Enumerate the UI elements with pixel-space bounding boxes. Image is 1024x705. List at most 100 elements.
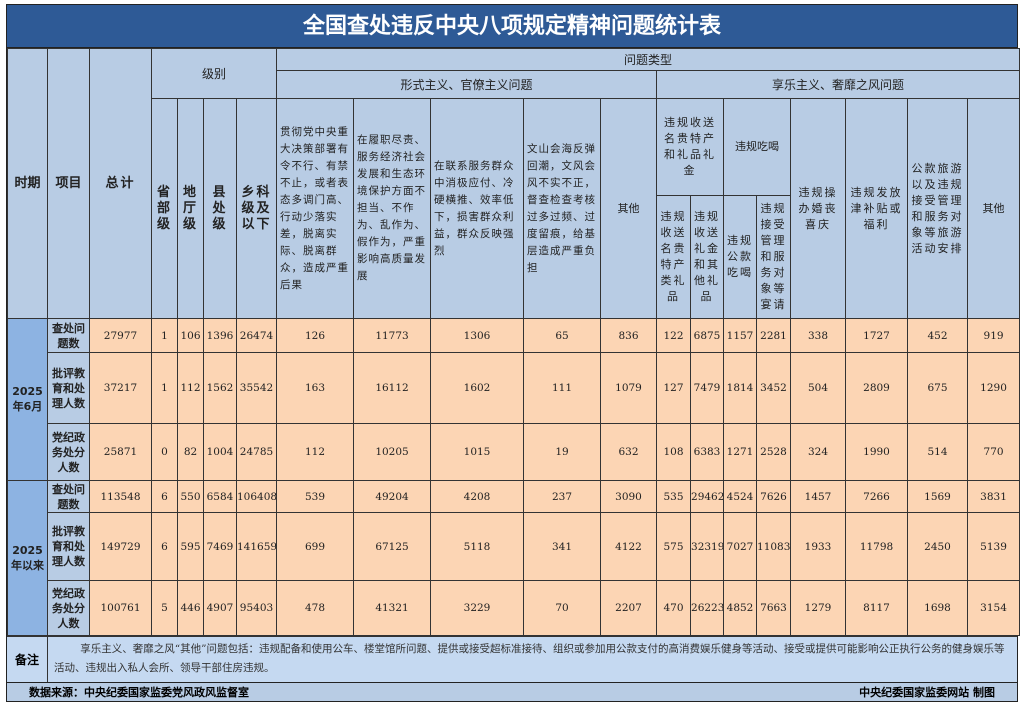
item-cell: 党纪政务处分人数: [47, 580, 90, 636]
value-cell: 3452: [756, 352, 792, 424]
value-cell: 7027: [723, 512, 758, 581]
value-cell: 2450: [907, 512, 969, 581]
value-cell: 4524: [723, 480, 758, 513]
value-cell: 10205: [353, 423, 432, 481]
note-row: 备注 享乐主义、奢靡之风“其他”问题包括：违规配备和使用公车、楼堂馆所问题、提供…: [7, 636, 1017, 682]
value-cell: 1157: [723, 318, 758, 353]
value-cell: 1079: [600, 352, 658, 424]
value-cell: 836: [600, 318, 658, 353]
value-cell: 514: [907, 423, 969, 481]
header-formalism-col-3: 在联系服务群众中消极应付、冷硬横推、效率低下，损害群众利益，群众反映强烈: [430, 98, 525, 319]
header-level-county: 县处级: [203, 98, 237, 319]
header-formalism-col-1: 贯彻党中央重大决策部署有令不行、有禁不止，或者表态多调门高、行动少落实差，脱离实…: [276, 98, 355, 319]
value-cell: 1290: [967, 352, 1021, 424]
header-formalism: 形式主义、官僚主义问题: [276, 70, 658, 99]
value-cell: 106408: [235, 480, 278, 513]
header-level-bureau: 地厅级: [177, 98, 204, 319]
value-cell: 632: [600, 423, 658, 481]
value-cell: 535: [656, 480, 692, 513]
header-level-province: 省部级: [151, 98, 178, 319]
value-cell: 550: [177, 480, 204, 513]
value-cell: 595: [177, 512, 204, 581]
header-dining-public-funds: 违规公款吃喝: [723, 195, 758, 319]
value-cell: 141659: [235, 512, 278, 581]
value-cell: 7266: [845, 480, 909, 513]
value-cell: 3831: [967, 480, 1021, 513]
value-cell: 1306: [430, 318, 525, 353]
value-cell: 108: [656, 423, 692, 481]
header-total: 总计: [89, 48, 152, 319]
value-cell: 126: [276, 318, 355, 353]
stats-table: 时期 项目 总计 级别 问题类型 形式主义、官僚主义问题 享乐主义、奢靡之风问题…: [7, 48, 1021, 636]
value-cell: 1457: [790, 480, 847, 513]
value-cell: 25871: [89, 423, 152, 481]
value-cell: 112: [276, 423, 355, 481]
value-cell: 7626: [756, 480, 792, 513]
header-dining-banquets: 违规接受管理和服务对象等宴请: [756, 195, 792, 319]
table-row: 2025年6月 查处问题数 27977 1 106 1396 26474 126 11773 13…: [7, 318, 1021, 481]
value-cell: 1: [151, 318, 178, 353]
header-weddings-funerals: 违规操办婚丧喜庆: [790, 98, 847, 319]
value-cell: 6383: [690, 423, 725, 481]
header-period: 时期: [7, 48, 48, 319]
value-cell: 446: [177, 580, 204, 636]
value-cell: 341: [523, 512, 602, 581]
value-cell: 1990: [845, 423, 909, 481]
value-cell: 11798: [845, 512, 909, 581]
value-cell: 6: [151, 480, 178, 513]
value-cell: 0: [151, 423, 178, 481]
value-cell: 6584: [203, 480, 237, 513]
table-row: 2025年以来 查处问题数 113548 6 550 6584 106408 539 49204…: [7, 480, 1021, 636]
header-travel: 公款旅游以及违规接受管理和服务对象等旅游活动安排: [907, 98, 969, 319]
value-cell: 70: [523, 580, 602, 636]
header-problem-type: 问题类型: [276, 48, 1021, 71]
value-cell: 6875: [690, 318, 725, 353]
value-cell: 4208: [430, 480, 525, 513]
value-cell: 1562: [203, 352, 237, 424]
value-cell: 111: [523, 352, 602, 424]
value-cell: 1602: [430, 352, 525, 424]
value-cell: 106: [177, 318, 204, 353]
value-cell: 3229: [430, 580, 525, 636]
value-cell: 1569: [907, 480, 969, 513]
value-cell: 7469: [203, 512, 237, 581]
value-cell: 2207: [600, 580, 658, 636]
value-cell: 32319: [690, 512, 725, 581]
value-cell: 1279: [790, 580, 847, 636]
value-cell: 2809: [845, 352, 909, 424]
value-cell: 4907: [203, 580, 237, 636]
value-cell: 2528: [756, 423, 792, 481]
value-cell: 149729: [89, 512, 152, 581]
value-cell: 3090: [600, 480, 658, 513]
value-cell: 24785: [235, 423, 278, 481]
header-hedonism-other: 其他: [967, 98, 1021, 319]
value-cell: 7479: [690, 352, 725, 424]
value-cell: 919: [967, 318, 1021, 353]
value-cell: 237: [523, 480, 602, 513]
value-cell: 35542: [235, 352, 278, 424]
header-level-township: 乡科级及以下: [235, 98, 278, 319]
table-row: 党纪政务处分人数 25871 0 82 1004 24785 112 10205 1015 19 6…: [8, 423, 1021, 481]
value-cell: 470: [656, 580, 692, 636]
value-cell: 27977: [89, 318, 152, 353]
value-cell: 6: [151, 512, 178, 581]
value-cell: 8117: [845, 580, 909, 636]
value-cell: 95403: [235, 580, 278, 636]
value-cell: 100761: [89, 580, 152, 636]
header-level: 级别: [150, 48, 278, 99]
value-cell: 5139: [967, 512, 1021, 581]
stats-table-document: 全国查处违反中央八项规定精神问题统计表 时期 项目 总计 级别 问题类型 形式主…: [6, 4, 1021, 702]
value-cell: 113548: [89, 480, 152, 513]
value-cell: 4122: [600, 512, 658, 581]
header-gifts-money: 违规收送礼金和其他礼品: [690, 195, 725, 319]
value-cell: 1015: [430, 423, 525, 481]
value-cell: 11773: [353, 318, 432, 353]
value-cell: 16112: [353, 352, 432, 424]
header-formalism-col-4: 文山会海反弹回潮，文风会风不实不正，督查检查考核过多过频、过度留痕，给基层造成严…: [523, 98, 602, 319]
table-row: 党纪政务处分人数 100761 5 446 4907 95403 478 41321 3229 7…: [8, 580, 1021, 636]
table-row: 批评教育和处理人数 149729 6 595 7469 141659 699 67125 511…: [8, 512, 1021, 581]
header-allowances: 违规发放津补贴或福利: [845, 98, 909, 319]
value-cell: 112: [177, 352, 204, 424]
header-gifts: 违规收送名贵特产和礼品礼金: [656, 98, 725, 196]
value-cell: 26223: [690, 580, 725, 636]
